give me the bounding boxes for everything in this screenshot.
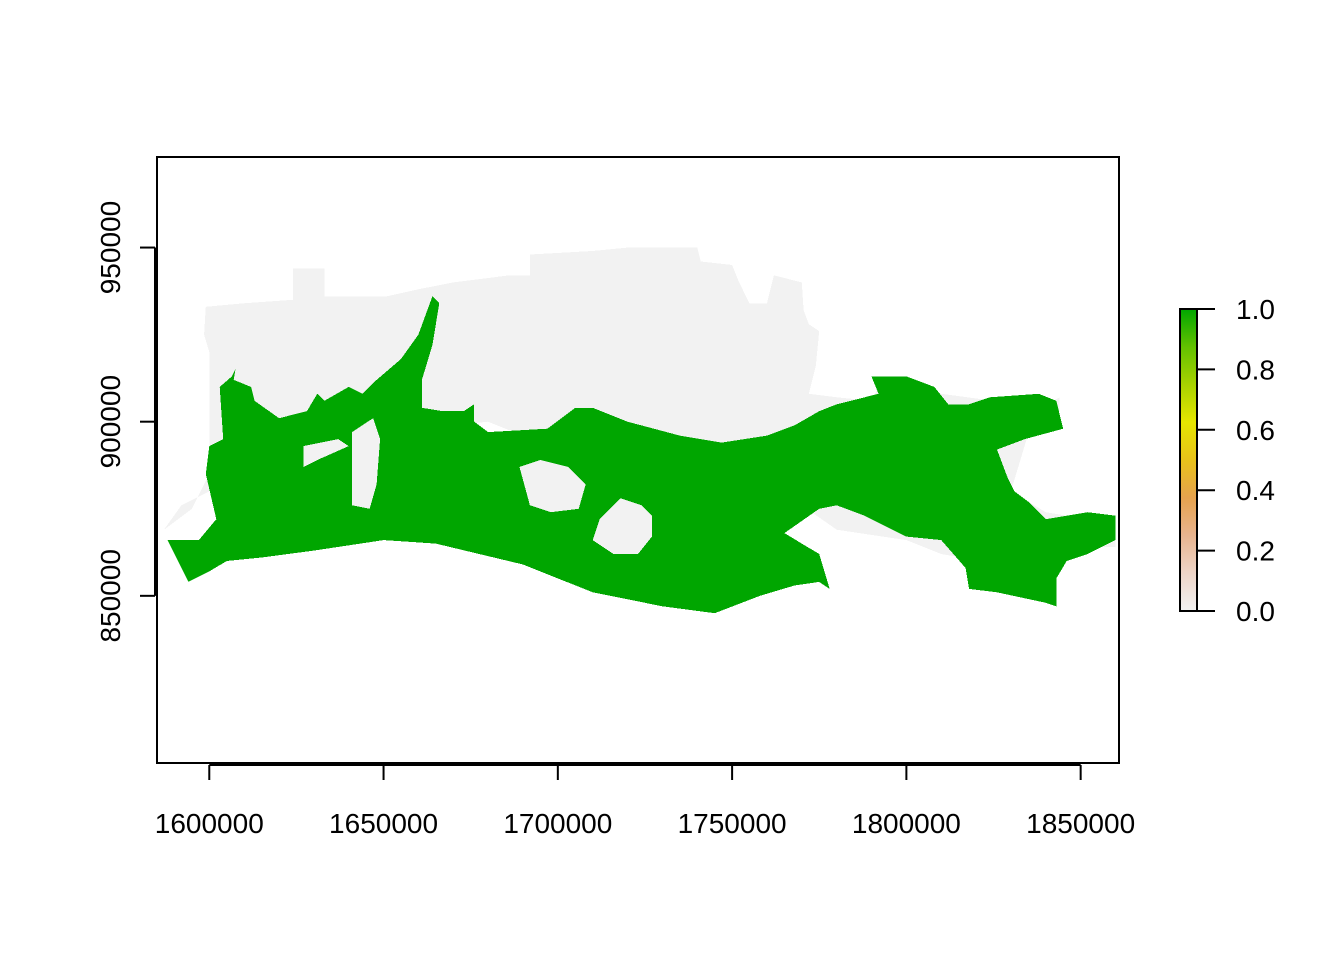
y-axis: 850000 900000 950000: [95, 201, 156, 643]
color-legend: 0.0 0.2 0.4 0.6 0.8 1.0: [1179, 294, 1275, 627]
x-tick-label: 1700000: [503, 808, 612, 839]
y-tick-label: 900000: [95, 375, 126, 468]
legend-tick-label: 0.8: [1236, 354, 1275, 385]
raster-layer: [164, 247, 1116, 614]
y-tick-label: 950000: [95, 201, 126, 294]
legend-tick-label: 0.4: [1236, 475, 1275, 506]
y-tick-label: 850000: [95, 549, 126, 642]
raster-region-1: [167, 296, 1116, 614]
legend-tick-label: 0.0: [1236, 596, 1275, 627]
x-axis: 1600000 1650000 1700000 1750000 1800000 18500…: [155, 764, 1135, 839]
raster-region-3: [352, 418, 381, 509]
legend-tick-label: 0.2: [1236, 536, 1275, 567]
legend-frame: [1179, 308, 1198, 612]
x-tick-label: 1750000: [678, 808, 787, 839]
plot-frame: [156, 156, 1120, 764]
x-tick-label: 1850000: [1026, 808, 1135, 839]
legend-tick-label: 0.6: [1236, 415, 1275, 446]
x-tick-label: 1800000: [852, 808, 961, 839]
legend-tick-label: 1.0: [1236, 294, 1275, 325]
x-tick-label: 1650000: [329, 808, 438, 839]
x-tick-label: 1600000: [155, 808, 264, 839]
raster-region-5: [519, 460, 586, 513]
legend-color-bar: [1180, 309, 1197, 611]
raster-region-4: [303, 439, 349, 467]
raster-region-2: [592, 498, 652, 554]
